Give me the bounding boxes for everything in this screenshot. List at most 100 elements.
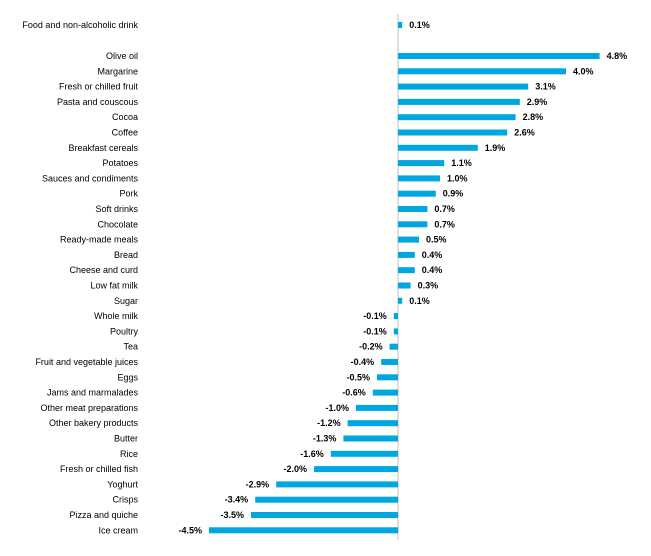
value-label: -0.1% <box>363 326 387 336</box>
bar <box>398 53 600 59</box>
value-label: 2.8% <box>523 112 544 122</box>
value-label: 0.7% <box>434 204 455 214</box>
bar <box>398 22 403 28</box>
value-label: 0.4% <box>422 265 443 275</box>
bar <box>398 129 508 136</box>
bar <box>398 282 411 289</box>
value-label: 0.7% <box>434 219 455 229</box>
bar <box>398 267 415 274</box>
value-label: -0.6% <box>342 388 366 398</box>
bar <box>398 206 428 212</box>
value-label: 4.0% <box>573 66 594 76</box>
value-label: 0.9% <box>443 189 464 199</box>
value-label: 0.4% <box>422 250 443 260</box>
value-label: -4.5% <box>178 525 202 535</box>
category-label: Potatoes <box>102 158 138 168</box>
bar <box>398 236 419 243</box>
bar <box>398 98 520 105</box>
category-label: Coffee <box>112 128 138 138</box>
value-label: -3.4% <box>225 495 249 505</box>
bar <box>251 512 398 518</box>
category-label: Crisps <box>112 495 138 505</box>
category-label: Chocolate <box>97 219 138 229</box>
category-label: Food and non-alcoholic drink <box>22 20 138 30</box>
category-label: Whole milk <box>94 311 139 321</box>
value-label: 0.1% <box>409 20 430 30</box>
category-label: Tea <box>123 342 138 352</box>
bar <box>356 404 398 411</box>
value-label: 4.8% <box>607 51 628 61</box>
bar <box>398 68 566 75</box>
value-label: -0.1% <box>363 311 387 321</box>
bar <box>398 144 478 151</box>
category-label: Pork <box>119 189 138 199</box>
category-label: Cocoa <box>112 112 138 122</box>
category-label: Fruit and vegetable juices <box>35 357 138 367</box>
category-label: Pasta and couscous <box>57 97 139 107</box>
category-label: Cheese and curd <box>69 265 138 275</box>
value-label: -2.0% <box>283 464 307 474</box>
bar <box>381 359 398 365</box>
category-label: Bread <box>114 250 138 260</box>
bar <box>330 450 398 457</box>
category-label-group: Food and non-alcoholic drink Olive oil Mar… <box>22 20 138 535</box>
value-label: 0.3% <box>418 281 439 291</box>
bar <box>398 114 516 121</box>
value-label: -1.6% <box>300 449 324 459</box>
bar <box>314 466 398 473</box>
category-label: Butter <box>114 434 138 444</box>
category-label: Poultry <box>110 326 139 336</box>
value-label: -2.9% <box>246 479 270 489</box>
category-label: Ready-made meals <box>60 235 139 245</box>
value-label-group: 0.1% 4.8% 4.0% 3.1% 2.9% 2.8% 2.6% 1.9% 1.1% 1.0%… <box>178 20 627 535</box>
bar <box>398 83 529 90</box>
category-label: Sugar <box>114 296 138 306</box>
bar <box>393 328 398 335</box>
bar <box>343 435 398 442</box>
bar-group <box>209 22 600 534</box>
value-label: 3.1% <box>535 82 556 92</box>
value-label: -3.5% <box>220 510 244 520</box>
bar <box>393 313 398 320</box>
bar <box>276 481 398 488</box>
category-label: Sauces and condiments <box>42 173 139 183</box>
value-label: -0.5% <box>346 372 370 382</box>
value-label: 1.0% <box>447 173 468 183</box>
value-label: 1.1% <box>451 158 472 168</box>
value-label: -1.0% <box>325 403 349 413</box>
category-label: Low fat milk <box>90 281 138 291</box>
category-label: Yoghurt <box>107 479 138 489</box>
category-label: Fresh or chilled fish <box>60 464 138 474</box>
bar <box>398 297 403 304</box>
value-label: 2.6% <box>514 128 535 138</box>
bar <box>398 175 440 182</box>
bar <box>372 389 398 396</box>
bar <box>255 496 398 503</box>
value-label: 0.5% <box>426 235 447 245</box>
bar <box>389 343 398 350</box>
value-label: 2.9% <box>527 97 548 107</box>
value-label: -1.2% <box>317 418 341 428</box>
category-label: Pizza and quiche <box>69 510 138 520</box>
category-label: Other meat preparations <box>40 403 138 413</box>
category-label: Soft drinks <box>95 204 138 214</box>
value-label: -0.4% <box>351 357 375 367</box>
bar <box>398 221 428 228</box>
value-label: -0.2% <box>359 342 383 352</box>
value-label: -1.3% <box>313 434 337 444</box>
category-label: Ice cream <box>98 525 138 535</box>
category-label: Breakfast cereals <box>68 143 138 153</box>
bar <box>398 160 445 167</box>
bar <box>398 251 415 258</box>
category-label: Margarine <box>97 66 138 76</box>
bar <box>398 190 436 197</box>
value-label: 1.9% <box>485 143 506 153</box>
bar <box>347 420 398 427</box>
category-label: Jams and marmalades <box>47 388 139 398</box>
category-label: Other bakery products <box>49 418 139 428</box>
bar <box>209 527 398 534</box>
category-label: Fresh or chilled fruit <box>59 82 139 92</box>
category-label: Rice <box>120 449 138 459</box>
category-label: Eggs <box>117 372 138 382</box>
